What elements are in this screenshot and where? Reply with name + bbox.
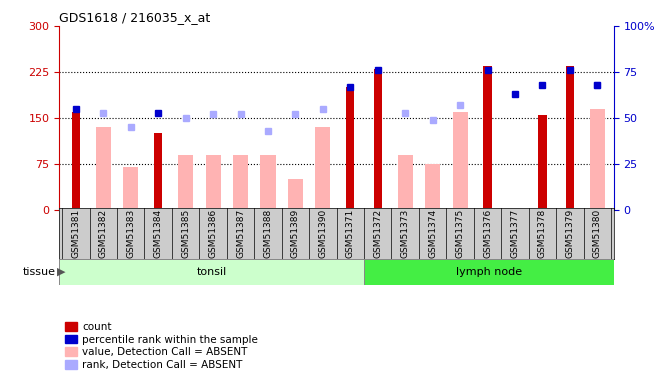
Bar: [288, 179, 303, 210]
Text: GSM51386: GSM51386: [209, 209, 218, 258]
Text: GDS1618 / 216035_x_at: GDS1618 / 216035_x_at: [59, 11, 211, 24]
Bar: [483, 66, 492, 210]
Text: GSM51384: GSM51384: [154, 209, 163, 258]
Text: tonsil: tonsil: [197, 267, 227, 277]
Bar: [154, 134, 162, 210]
Text: GSM51383: GSM51383: [126, 209, 135, 258]
Text: GSM51372: GSM51372: [374, 209, 382, 258]
Text: lymph node: lymph node: [456, 267, 522, 277]
Text: GSM51378: GSM51378: [538, 209, 547, 258]
Text: GSM51376: GSM51376: [483, 209, 492, 258]
Text: GSM51390: GSM51390: [318, 209, 327, 258]
Text: GSM51377: GSM51377: [510, 209, 519, 258]
Bar: [346, 87, 354, 210]
Text: GSM51380: GSM51380: [593, 209, 602, 258]
Bar: [315, 128, 331, 210]
Text: tissue: tissue: [23, 267, 56, 277]
Legend: count, percentile rank within the sample, value, Detection Call = ABSENT, rank, : count, percentile rank within the sample…: [65, 322, 258, 370]
Text: GSM51389: GSM51389: [291, 209, 300, 258]
Text: GSM51373: GSM51373: [401, 209, 410, 258]
Text: GSM51388: GSM51388: [263, 209, 273, 258]
Text: ▶: ▶: [57, 267, 66, 277]
Bar: [364, 259, 614, 285]
Text: GSM51387: GSM51387: [236, 209, 245, 258]
Text: GSM51375: GSM51375: [455, 209, 465, 258]
Text: GSM51374: GSM51374: [428, 209, 437, 258]
Bar: [539, 115, 546, 210]
Bar: [425, 164, 440, 210]
Bar: [261, 155, 275, 210]
Bar: [72, 112, 80, 210]
Bar: [178, 155, 193, 210]
Bar: [398, 155, 412, 210]
Text: GSM51379: GSM51379: [566, 209, 574, 258]
Text: GSM51381: GSM51381: [71, 209, 81, 258]
Bar: [59, 259, 364, 285]
Text: GSM51385: GSM51385: [181, 209, 190, 258]
Bar: [374, 69, 382, 210]
Bar: [205, 155, 220, 210]
Bar: [233, 155, 248, 210]
Bar: [590, 109, 605, 210]
Text: GSM51371: GSM51371: [346, 209, 355, 258]
Bar: [566, 66, 574, 210]
Text: GSM51382: GSM51382: [99, 209, 108, 258]
Bar: [96, 128, 111, 210]
Bar: [123, 167, 139, 210]
Bar: [453, 112, 468, 210]
